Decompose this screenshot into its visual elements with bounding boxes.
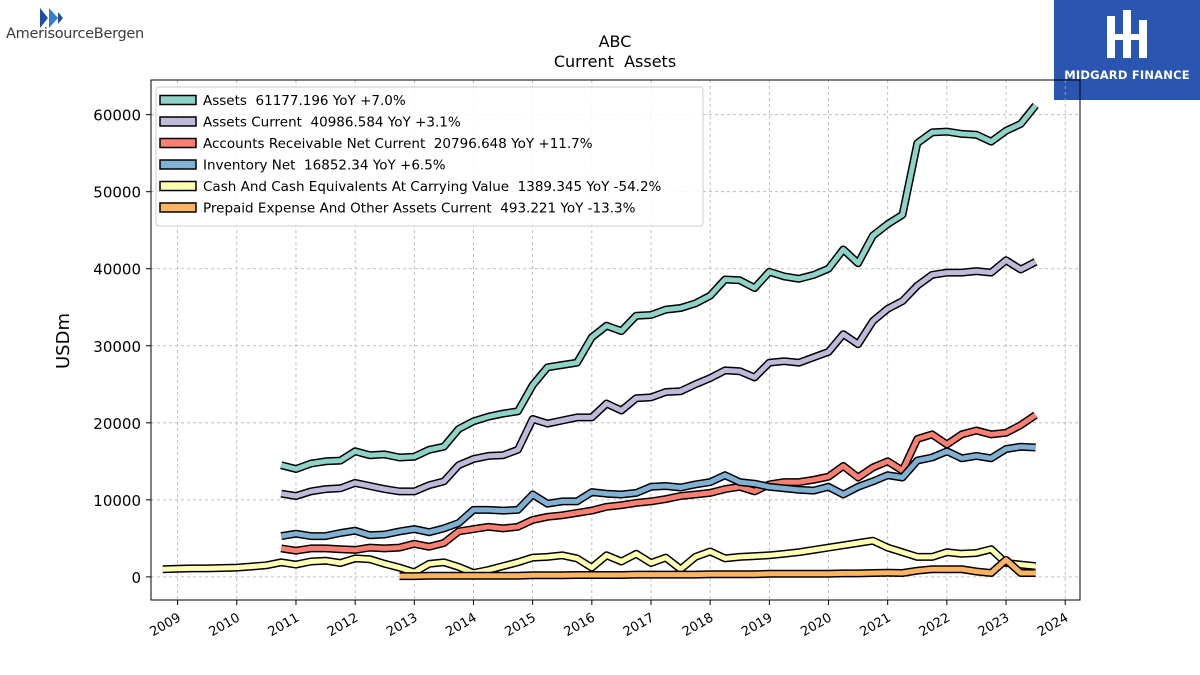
x-tick-label: 2010 — [207, 610, 243, 640]
series-line-outline — [162, 536, 1037, 577]
x-tick-label: 2022 — [917, 610, 953, 640]
legend-item: Prepaid Expense And Other Assets Current… — [159, 201, 636, 217]
midgard-mark-icon — [1107, 10, 1147, 58]
legend-label: Prepaid Expense And Other Assets Current… — [203, 201, 636, 217]
midgard-finance-logo: MIDGARD FINANCE — [1054, 0, 1200, 100]
x-tick-label: 2014 — [443, 610, 479, 640]
x-tick-label: 2019 — [739, 610, 775, 640]
legend-swatch — [159, 137, 197, 149]
midgard-finance-wordmark: MIDGARD FINANCE — [1064, 68, 1190, 82]
legend-item: Assets Current 40986.584 YoY +3.1% — [159, 115, 461, 131]
legend-swatch — [159, 159, 197, 170]
legend-swatch — [159, 116, 197, 127]
x-tick-label: 2012 — [325, 610, 361, 640]
series-line-fill — [280, 257, 1037, 499]
x-tick-label: 2013 — [384, 610, 420, 640]
x-tick-label: 2011 — [266, 610, 302, 640]
legend-label: Cash And Cash Equivalents At Carrying Va… — [203, 179, 662, 195]
plot-frame — [150, 79, 1081, 601]
series-line — [280, 442, 1036, 541]
y-tick-label: 40000 — [93, 261, 141, 279]
series-line — [399, 555, 1036, 581]
series-line-fill — [280, 444, 1036, 539]
series-line-fill — [399, 557, 1036, 579]
chart-title: ABC — [599, 32, 632, 51]
legend-item: Cash And Cash Equivalents At Carrying Va… — [159, 179, 662, 195]
amerisourcebergen-wordmark: AmerisourceBergen — [6, 26, 144, 42]
legend-label: Assets Current 40986.584 YoY +3.1% — [203, 115, 461, 131]
x-tick-label: 2018 — [680, 610, 716, 640]
legend-item: Accounts Receivable Net Current 20796.64… — [159, 136, 593, 152]
legend: Assets 61177.196 YoY +7.0% Assets Current… — [155, 86, 704, 227]
legend-swatch — [159, 180, 197, 192]
x-tick-label: 2009 — [147, 610, 183, 640]
series-lines — [162, 102, 1039, 581]
chart-subtitle: Current Assets — [554, 52, 676, 71]
legend-box — [155, 86, 704, 227]
y-tick-label: 10000 — [93, 492, 141, 510]
legend-item: Assets 61177.196 YoY +7.0% — [159, 93, 406, 109]
y-tick-label: 30000 — [93, 338, 141, 356]
legend-label: Accounts Receivable Net Current 20796.64… — [203, 136, 593, 152]
y-tick-label: 60000 — [93, 107, 141, 125]
x-tick-label: 2024 — [1035, 610, 1071, 640]
series-line — [280, 102, 1039, 473]
legend-label: Inventory Net 16852.34 YoY +6.5% — [203, 158, 446, 174]
series-line-fill — [280, 103, 1038, 472]
x-tick-label: 2015 — [502, 610, 538, 640]
series-line — [280, 256, 1038, 500]
legend-swatch — [159, 94, 197, 106]
series-line-fill — [162, 538, 1036, 576]
amerisourcebergen-logo: AmerisourceBergen — [6, 6, 166, 46]
legend-item: Inventory Net 16852.34 YoY +6.5% — [159, 158, 446, 174]
legend-label: Assets 61177.196 YoY +7.0% — [203, 93, 406, 109]
series-line-fill — [280, 413, 1037, 554]
x-tick-label: 2017 — [621, 610, 657, 640]
x-tick-label: 2016 — [562, 610, 598, 640]
legend-swatch — [159, 202, 197, 213]
y-tick-label: 20000 — [93, 415, 141, 433]
series-line — [162, 536, 1037, 577]
y-axis-label: USDm — [53, 313, 74, 369]
x-tick-label: 2020 — [798, 610, 834, 640]
y-tick-label: 0 — [131, 569, 141, 587]
y-tick-label: 50000 — [93, 184, 141, 202]
amerisourcebergen-mark-icon — [40, 8, 63, 28]
x-tick-label: 2021 — [858, 610, 894, 640]
x-tick-label: 2023 — [976, 610, 1012, 640]
series-line — [280, 411, 1038, 555]
